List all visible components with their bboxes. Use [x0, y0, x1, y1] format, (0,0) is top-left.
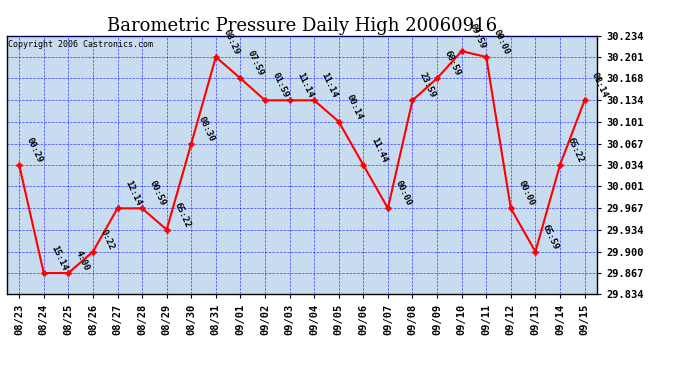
Text: 12:14: 12:14: [123, 179, 143, 208]
Text: 65:22: 65:22: [566, 136, 585, 164]
Text: 4:00: 4:00: [74, 249, 91, 272]
Text: 00:00: 00:00: [393, 179, 413, 208]
Text: 08:14: 08:14: [590, 71, 610, 99]
Text: 08:29: 08:29: [221, 28, 241, 56]
Text: 00:14: 00:14: [344, 93, 364, 121]
Text: 65:22: 65:22: [172, 201, 192, 229]
Text: 0:22: 0:22: [99, 228, 116, 251]
Text: 11:14: 11:14: [295, 71, 315, 99]
Text: 11:44: 11:44: [369, 136, 388, 164]
Text: 00:59: 00:59: [148, 179, 167, 208]
Text: 23:59: 23:59: [418, 71, 437, 99]
Text: 01:59: 01:59: [270, 71, 290, 99]
Text: 09:59: 09:59: [467, 22, 486, 50]
Text: 65:59: 65:59: [541, 223, 560, 251]
Text: 08:30: 08:30: [197, 115, 217, 143]
Text: Copyright 2006 Castronics.com: Copyright 2006 Castronics.com: [8, 39, 153, 48]
Text: 00:00: 00:00: [492, 28, 511, 56]
Text: 11:14: 11:14: [319, 71, 339, 99]
Text: 00:00: 00:00: [516, 179, 536, 208]
Text: 00:29: 00:29: [25, 136, 44, 164]
Title: Barometric Pressure Daily High 20060916: Barometric Pressure Daily High 20060916: [107, 18, 497, 36]
Text: 15:14: 15:14: [49, 244, 69, 272]
Text: 68:59: 68:59: [442, 50, 462, 78]
Text: 07:59: 07:59: [246, 50, 266, 78]
